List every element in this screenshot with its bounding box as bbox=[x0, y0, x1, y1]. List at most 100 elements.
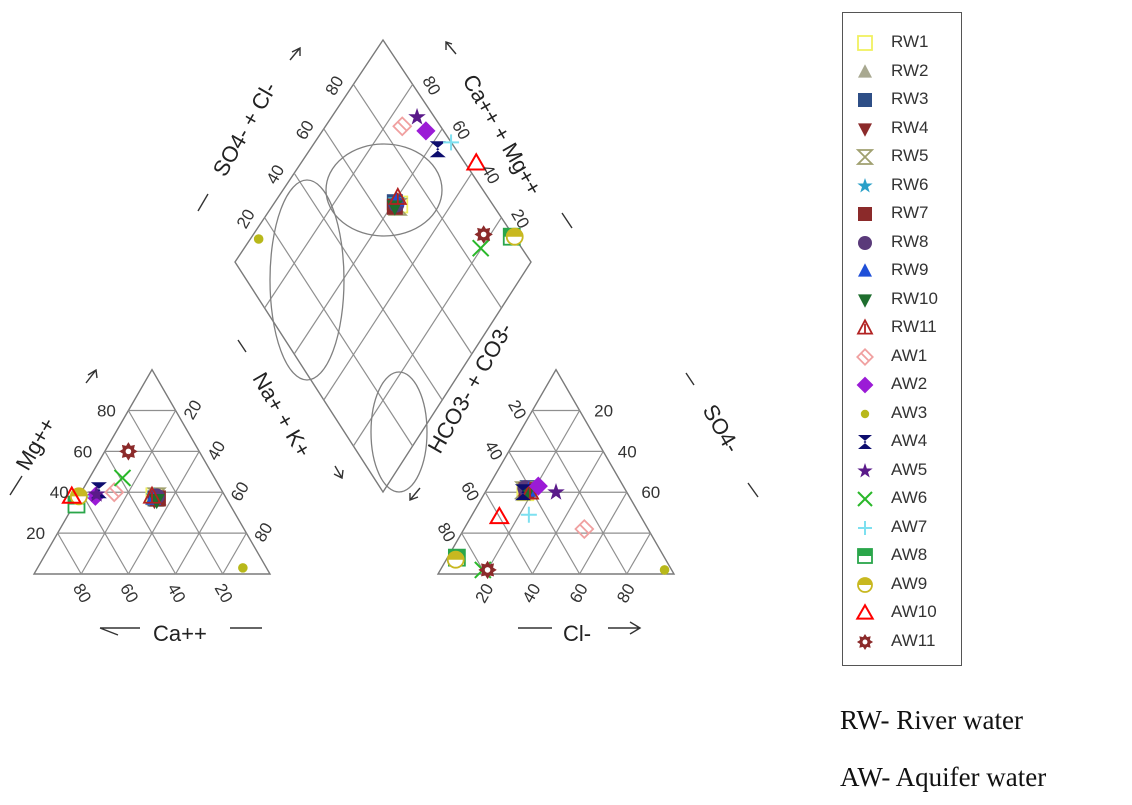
legend-item-aw5: AW5 bbox=[843, 457, 963, 485]
legend-label: RW2 bbox=[891, 60, 929, 80]
point-aw3-cation bbox=[238, 563, 248, 573]
series-aw3 bbox=[238, 234, 670, 575]
tick-so4-40: 40 bbox=[618, 442, 637, 461]
legend-symbol bbox=[858, 235, 872, 250]
note-river-water: RW- River water bbox=[840, 705, 1023, 735]
tick-so4cl-80: 80 bbox=[322, 73, 348, 99]
cluster-ellipse-aw3 bbox=[370, 371, 428, 493]
axis-label-mg: Mg++ bbox=[11, 413, 61, 474]
legend-label: RW9 bbox=[891, 260, 929, 279]
axis-label-hco3-co3: HCO3- + CO3- bbox=[423, 318, 518, 457]
legend-symbol bbox=[858, 122, 872, 137]
legend-item-aw1: AW1 bbox=[843, 343, 963, 371]
legend-symbol bbox=[857, 548, 873, 564]
legend-item-aw3: AW3 bbox=[843, 400, 963, 428]
legend-item-aw8: AW8 bbox=[843, 542, 963, 570]
series-aw11 bbox=[119, 225, 497, 580]
legend-item-rw5: RW5 bbox=[843, 143, 963, 171]
legend-item-rw10: RW10 bbox=[843, 286, 963, 314]
legend-item-rw4: RW4 bbox=[843, 115, 963, 143]
point-aw11-diamond bbox=[474, 225, 493, 244]
point-aw3-diamond bbox=[253, 234, 264, 244]
tick-cl-40: 40 bbox=[519, 580, 545, 606]
legend-label: AW7 bbox=[891, 516, 928, 536]
legend-symbol bbox=[856, 347, 874, 366]
legend-item-rw2: RW2 bbox=[843, 58, 963, 86]
tick-hco3-80: 80 bbox=[433, 519, 459, 545]
diamond bbox=[234, 38, 532, 494]
legend-symbol bbox=[857, 462, 873, 478]
legend-label: RW5 bbox=[891, 146, 929, 165]
point-aw10-cation bbox=[61, 485, 83, 504]
legend-label: AW10 bbox=[891, 602, 937, 621]
legend-item-rw1: RW1 bbox=[843, 29, 963, 57]
tick-so4-60: 60 bbox=[641, 483, 660, 502]
tick-so4-20: 20 bbox=[594, 401, 613, 420]
axis-label-na-k: Na+ + K+ bbox=[248, 368, 316, 462]
point-aw5-diamond bbox=[408, 107, 426, 125]
series-rw11 bbox=[142, 186, 540, 504]
series-aw5 bbox=[87, 107, 565, 502]
legend-label: AW4 bbox=[891, 431, 928, 450]
legend-symbol bbox=[856, 376, 874, 394]
point-aw6-cation bbox=[113, 469, 132, 487]
legend-symbol bbox=[855, 603, 875, 620]
tick-mg-80: 80 bbox=[97, 401, 116, 420]
legend-symbol bbox=[858, 435, 872, 449]
point-aw11-anion bbox=[478, 560, 497, 580]
legend-item-rw11: RW11 bbox=[843, 314, 963, 342]
legend-symbol bbox=[858, 293, 872, 308]
series-aw7 bbox=[73, 134, 537, 523]
legend-symbol bbox=[856, 633, 874, 650]
legend-symbol bbox=[857, 177, 873, 193]
note-aquifer-water: AW- Aquifer water bbox=[840, 762, 1047, 792]
point-aw4-diamond bbox=[429, 141, 446, 158]
point-aw3-anion bbox=[659, 565, 670, 575]
legend-label: RW6 bbox=[891, 174, 929, 194]
legend-symbol bbox=[857, 576, 873, 593]
point-rw11-cation bbox=[142, 485, 162, 504]
legend-item-aw2: AW2 bbox=[843, 371, 963, 399]
legend-label: AW5 bbox=[891, 459, 928, 479]
tick-cl-20: 20 bbox=[471, 580, 497, 606]
tick-cl-60: 60 bbox=[566, 580, 592, 606]
axis-label-cl: Cl- bbox=[563, 621, 591, 646]
point-aw5-cation bbox=[87, 485, 106, 502]
legend-symbol bbox=[856, 318, 874, 335]
tick-hco3-60: 60 bbox=[457, 479, 483, 505]
point-aw5-anion bbox=[547, 483, 565, 500]
axis-label-so4: SO4- bbox=[698, 400, 745, 457]
legend-label: AW9 bbox=[891, 573, 928, 593]
legend-item-aw11: AW11 bbox=[843, 628, 963, 656]
series-aw10 bbox=[61, 152, 510, 525]
point-aw11-cation bbox=[119, 442, 138, 461]
legend-item-aw6: AW6 bbox=[843, 485, 963, 513]
point-aw10-diamond bbox=[465, 152, 487, 171]
legend-symbol bbox=[857, 35, 873, 51]
point-aw1-diamond bbox=[392, 116, 413, 137]
legend-label: RW11 bbox=[891, 317, 937, 336]
axis-label-ca: Ca++ bbox=[153, 621, 207, 646]
legend: RW1 RW2 RW3 RW4 RW5 RW6 RW7 RW8 RW9 RW10 RW11 AW1 AW… bbox=[842, 12, 962, 666]
point-aw2-diamond bbox=[416, 121, 436, 141]
point-aw1-cation bbox=[104, 482, 125, 503]
point-aw9-diamond bbox=[505, 227, 524, 246]
legend-symbol bbox=[857, 491, 873, 507]
tick-nak-20: 20 bbox=[180, 397, 206, 423]
point-aw4-cation bbox=[90, 482, 107, 499]
tick-hco3-20: 20 bbox=[504, 397, 530, 423]
legend-label: AW6 bbox=[891, 488, 928, 507]
tick-ca-60: 60 bbox=[116, 580, 142, 606]
series-aw4 bbox=[90, 141, 531, 501]
point-aw9-anion bbox=[446, 550, 465, 569]
legend-label: RW7 bbox=[891, 203, 929, 222]
legend-label: RW3 bbox=[891, 89, 929, 108]
legend-symbol bbox=[858, 520, 872, 535]
point-aw10-anion bbox=[488, 505, 510, 525]
tick-so4cl-20: 20 bbox=[233, 206, 259, 232]
legend-item-rw7: RW7 bbox=[843, 200, 963, 228]
legend-symbol bbox=[858, 263, 872, 277]
legend-item-rw6: RW6 bbox=[843, 172, 963, 200]
series-aw1 bbox=[104, 116, 595, 540]
legend-label: AW8 bbox=[891, 545, 928, 564]
